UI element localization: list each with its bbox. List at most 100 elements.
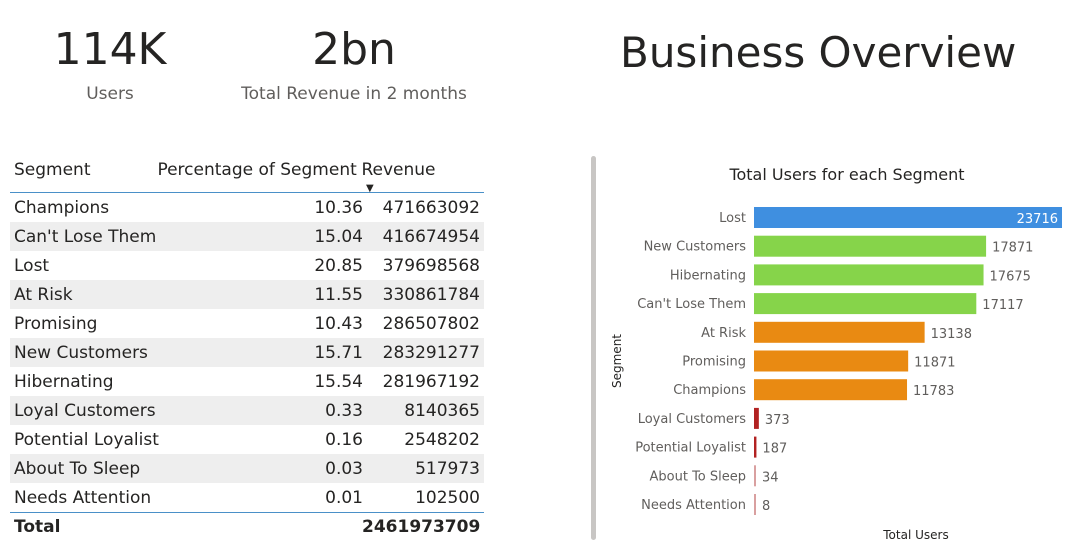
table-row[interactable]: Potential Loyalist 0.16 2548202	[10, 425, 484, 454]
table-row[interactable]: Loyal Customers 0.33 8140365	[10, 396, 484, 425]
table-row[interactable]: Needs Attention 0.01 102500	[10, 483, 484, 512]
segment-cell: Potential Loyalist	[14, 429, 159, 450]
data-label: 17675	[990, 269, 1031, 284]
segment-cell: New Customers	[14, 342, 148, 363]
chart-title: Total Users for each Segment	[728, 165, 964, 184]
category-tick-label: Can't Lose Them	[637, 297, 746, 312]
revenue-cell: 379698568	[382, 255, 480, 276]
total-revenue: 2461973709	[362, 517, 481, 537]
revenue-cell: 102500	[415, 487, 480, 508]
data-label: 34	[762, 470, 779, 485]
bar[interactable]	[754, 235, 987, 257]
percentage-cell: 10.36	[314, 197, 363, 218]
segment-cell: Hibernating	[14, 371, 114, 392]
revenue-cell: 2548202	[404, 429, 480, 450]
users-kpi-card: 114K Users	[40, 24, 180, 104]
revenue-cell: 283291277	[382, 342, 480, 363]
segment-cell: Champions	[14, 197, 110, 218]
table-row[interactable]: Can't Lose Them 15.04 416674954	[10, 222, 484, 251]
table-total-row: Total 2461973709	[10, 512, 484, 541]
table-body: Champions 10.36 471663092 Can't Lose Them 15…	[10, 193, 484, 512]
percentage-cell: 15.04	[314, 226, 363, 247]
column-header-percentage[interactable]: Percentage of Segment	[157, 160, 357, 180]
segment-cell: Lost	[14, 255, 50, 276]
bar[interactable]	[754, 494, 756, 515]
users-kpi-value: 114K	[53, 24, 167, 75]
table-row[interactable]: Hibernating 15.54 281967192	[10, 367, 484, 396]
revenue-cell: 471663092	[382, 197, 480, 218]
segment-cell: Promising	[14, 313, 98, 334]
data-label: 17871	[992, 241, 1033, 256]
revenue-cell: 281967192	[382, 371, 480, 392]
sort-descending-icon[interactable]: ▼	[366, 183, 374, 194]
data-label: 11783	[913, 384, 954, 399]
bar[interactable]	[754, 264, 984, 286]
data-label: 23716	[1017, 212, 1058, 227]
revenue-cell: 416674954	[382, 226, 480, 247]
table-row[interactable]: Champions 10.36 471663092	[10, 193, 484, 222]
bar[interactable]	[754, 350, 909, 372]
segment-cell: Needs Attention	[14, 487, 152, 508]
bar[interactable]	[754, 436, 757, 458]
percentage-cell: 0.01	[325, 487, 363, 508]
category-tick-label: Needs Attention	[641, 498, 746, 513]
table-header-row: Segment Percentage of Segment Revenue ▼	[10, 155, 484, 194]
category-tick-label: Lost	[719, 211, 746, 226]
table-row[interactable]: At Risk 11.55 330861784	[10, 280, 484, 309]
category-tick-label: Hibernating	[670, 268, 746, 283]
category-tick-label: New Customers	[644, 240, 747, 255]
percentage-cell: 0.33	[325, 400, 363, 421]
segment-cell: Can't Lose Them	[14, 226, 157, 247]
percentage-cell: 11.55	[314, 284, 363, 305]
bar[interactable]	[754, 293, 977, 315]
segment-cell: At Risk	[14, 284, 73, 305]
data-label: 373	[765, 413, 790, 428]
users-kpi-label: Users	[86, 84, 134, 104]
y-axis-label: Segment	[610, 334, 624, 388]
data-label: 11871	[914, 356, 955, 371]
category-tick-label: Loyal Customers	[638, 412, 747, 427]
revenue-cell: 517973	[415, 458, 480, 479]
total-label: Total	[14, 517, 61, 537]
category-tick-label: About To Sleep	[650, 469, 747, 484]
segment-cell: About To Sleep	[14, 458, 141, 479]
segment-revenue-table: Segment Percentage of Segment Revenue ▼ …	[10, 155, 484, 541]
data-label: 13138	[931, 327, 972, 342]
table-row[interactable]: Lost 20.85 379698568	[10, 251, 484, 280]
revenue-kpi-card: 2bn Total Revenue in 2 months	[234, 24, 474, 104]
revenue-kpi-label: Total Revenue in 2 months	[241, 84, 467, 104]
category-tick-label: Potential Loyalist	[635, 441, 746, 456]
x-axis-label: Total Users	[882, 528, 948, 542]
category-tick-label: Champions	[673, 383, 746, 398]
data-label: 187	[762, 442, 787, 457]
bar[interactable]	[754, 379, 908, 401]
column-header-revenue[interactable]: Revenue	[361, 160, 436, 180]
percentage-cell: 15.54	[314, 371, 363, 392]
data-label: 17117	[982, 298, 1023, 313]
percentage-cell: 15.71	[314, 342, 363, 363]
bar[interactable]	[754, 407, 759, 429]
users-per-segment-chart: Total Users for each Segment Segment Tot…	[610, 165, 1062, 542]
category-tick-label: Promising	[682, 355, 746, 370]
segment-cell: Loyal Customers	[14, 400, 156, 421]
table-row[interactable]: Promising 10.43 286507802	[10, 309, 484, 338]
percentage-cell: 0.16	[325, 429, 363, 450]
column-header-segment[interactable]: Segment	[14, 160, 91, 180]
table-row[interactable]: New Customers 15.71 283291277	[10, 338, 484, 367]
bar-group: Lost 23716 New Customers 17871 Hibernating 17…	[635, 207, 1062, 515]
data-label: 8	[762, 499, 770, 514]
revenue-cell: 286507802	[382, 313, 480, 334]
revenue-kpi-value: 2bn	[312, 24, 396, 75]
revenue-cell: 330861784	[382, 284, 480, 305]
percentage-cell: 10.43	[314, 313, 363, 334]
panel-divider	[591, 156, 596, 540]
percentage-cell: 0.03	[325, 458, 363, 479]
bar[interactable]	[754, 465, 756, 487]
table-row[interactable]: About To Sleep 0.03 517973	[10, 454, 484, 483]
bar[interactable]	[754, 321, 925, 343]
category-tick-label: At Risk	[701, 326, 746, 341]
revenue-cell: 8140365	[404, 400, 480, 421]
page-title: Business Overview	[620, 28, 1017, 77]
bar[interactable]	[754, 207, 1062, 228]
percentage-cell: 20.85	[314, 255, 363, 276]
